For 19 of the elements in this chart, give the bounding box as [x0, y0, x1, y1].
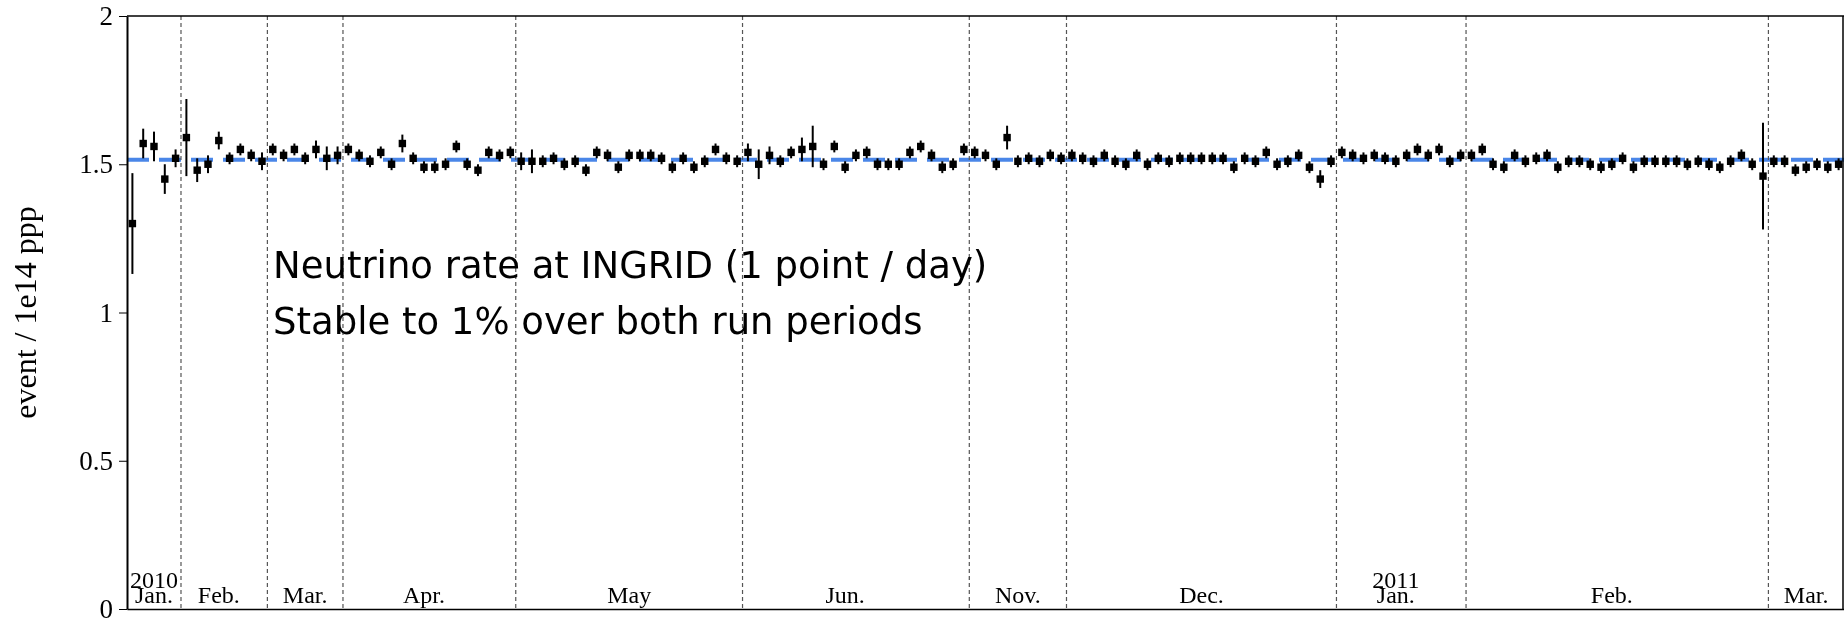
x-tick-label: Jun.	[825, 582, 865, 608]
x-tick-label: Apr.	[402, 582, 445, 608]
annotation: Stable to 1% over both run periods	[273, 300, 923, 343]
y-tick-label: 0.5	[79, 445, 113, 476]
x-tick-label: Nov.	[995, 582, 1041, 608]
x-tick-label: Dec.	[1179, 582, 1224, 608]
x-tick-label: Feb.	[1590, 582, 1633, 608]
x-tick-label: Mar.	[282, 582, 328, 608]
y-tick-label: 2	[99, 1, 113, 32]
x-tick-label: 2011 Jan.	[1372, 567, 1420, 608]
x-tick-label: Mar.	[1783, 582, 1829, 608]
y-axis-title: event / 1e14 ppp	[7, 206, 43, 419]
x-tick-label: 2010 Jan.	[130, 567, 178, 608]
annotation: Neutrino rate at INGRID (1 point / day)	[273, 244, 988, 287]
y-tick-label: 1.5	[79, 149, 113, 180]
y-tick-label: 1	[99, 297, 113, 328]
x-tick-label: Feb.	[197, 582, 240, 608]
x-tick-label: May	[607, 582, 652, 608]
y-tick-label: 0	[99, 594, 113, 625]
